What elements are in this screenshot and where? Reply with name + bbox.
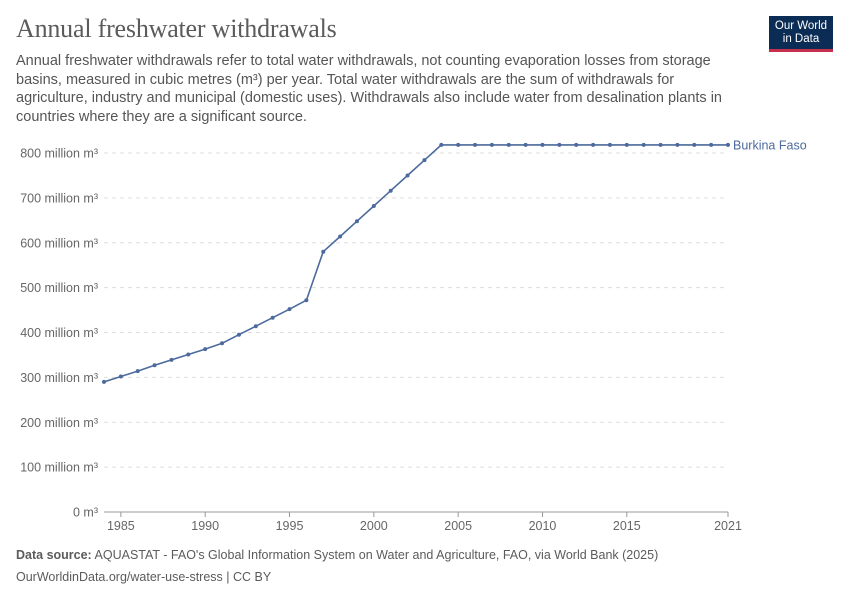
x-tick-label: 2000	[360, 519, 388, 533]
data-point[interactable]	[675, 142, 680, 147]
data-point[interactable]	[405, 173, 410, 178]
data-point[interactable]	[692, 142, 697, 147]
data-point[interactable]	[253, 324, 258, 329]
y-tick-label: 100 million m³	[20, 461, 98, 475]
owid-logo[interactable]: Our World in Data	[769, 16, 833, 52]
footer-separator: |	[226, 570, 233, 584]
series-label[interactable]: Burkina Faso	[733, 138, 807, 152]
data-point[interactable]	[304, 298, 309, 303]
data-source-text: AQUASTAT - FAO's Global Information Syst…	[94, 548, 659, 562]
data-point[interactable]	[456, 142, 461, 147]
data-point[interactable]	[658, 142, 663, 147]
data-point[interactable]	[523, 142, 528, 147]
data-point[interactable]	[169, 357, 174, 362]
data-point[interactable]	[473, 142, 478, 147]
y-tick-label: 300 million m³	[20, 371, 98, 385]
y-tick-label: 200 million m³	[20, 416, 98, 430]
data-source: Data source: AQUASTAT - FAO's Global Inf…	[16, 548, 658, 562]
data-point[interactable]	[540, 142, 545, 147]
data-point[interactable]	[354, 219, 359, 224]
data-point[interactable]	[287, 307, 292, 312]
data-point[interactable]	[388, 188, 393, 193]
y-tick-label: 600 million m³	[20, 236, 98, 250]
data-point[interactable]	[220, 341, 225, 346]
data-point[interactable]	[321, 249, 326, 254]
x-tick-label: 1995	[276, 519, 304, 533]
data-point[interactable]	[506, 142, 511, 147]
data-point[interactable]	[270, 315, 275, 320]
data-point[interactable]	[709, 142, 714, 147]
x-tick-label: 1990	[191, 519, 219, 533]
y-tick-label: 500 million m³	[20, 281, 98, 295]
x-tick-label: 2015	[613, 519, 641, 533]
source-url-link[interactable]: OurWorldinData.org/water-use-stress	[16, 570, 223, 584]
data-point[interactable]	[422, 158, 427, 163]
y-tick-label: 800 million m³	[20, 147, 98, 161]
data-source-label: Data source:	[16, 548, 92, 562]
data-point[interactable]	[186, 352, 191, 357]
logo-line-1: Our World	[774, 20, 828, 32]
data-point[interactable]	[338, 234, 343, 239]
data-point[interactable]	[591, 142, 596, 147]
series-line[interactable]	[103, 144, 728, 383]
data-point[interactable]	[574, 142, 579, 147]
license-link[interactable]: CC BY	[233, 570, 272, 584]
x-tick-label: 2010	[529, 519, 557, 533]
data-point[interactable]	[102, 379, 106, 384]
data-point[interactable]	[489, 142, 494, 147]
data-point[interactable]	[152, 363, 157, 368]
data-point[interactable]	[624, 142, 629, 147]
data-point[interactable]	[118, 374, 123, 379]
x-tick-label: 2005	[444, 519, 472, 533]
logo-line-2: in Data	[782, 32, 820, 45]
data-point[interactable]	[726, 142, 730, 147]
x-tick-label: 1985	[107, 519, 135, 533]
chart-title: Annual freshwater withdrawals	[16, 14, 337, 43]
gridlines	[104, 152, 728, 468]
data-point[interactable]	[371, 203, 376, 208]
data-point[interactable]	[439, 142, 444, 147]
data-point[interactable]	[607, 142, 612, 147]
x-tick-label: 2021	[714, 519, 742, 533]
axes: 0 m³ 100 million m³ 200 million m³ 300 mill…	[20, 147, 742, 534]
y-tick-label: 0 m³	[73, 506, 98, 520]
data-point[interactable]	[203, 347, 208, 352]
data-point[interactable]	[641, 142, 646, 147]
data-point[interactable]	[135, 369, 140, 374]
series[interactable]: Burkina Faso	[102, 138, 807, 384]
y-tick-label: 400 million m³	[20, 326, 98, 340]
footer-links: OurWorldinData.org/water-use-stress | CC…	[16, 570, 271, 584]
y-tick-label: 700 million m³	[20, 191, 98, 205]
chart-subtitle: Annual freshwater withdrawals refer to t…	[16, 53, 722, 125]
data-point[interactable]	[557, 142, 562, 147]
data-point[interactable]	[236, 332, 241, 337]
